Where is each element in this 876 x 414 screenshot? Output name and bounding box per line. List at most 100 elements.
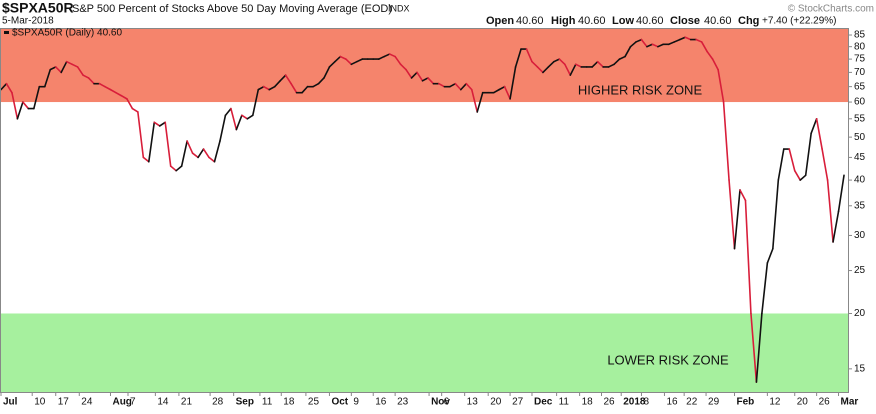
line-segment [323,66,331,79]
line-segment [175,165,183,172]
line-segment [804,132,812,177]
line-segment [695,38,703,43]
line-segment [279,74,287,82]
description: S&P 500 Percent of Stocks Above 50 Day M… [72,3,392,15]
line-segment [651,43,659,48]
y-tick-label: 80 [854,41,866,52]
x-tick-label: 20 [490,397,502,408]
x-tick-label: 28 [212,397,224,408]
line-segment [470,88,479,113]
line-segment [498,85,506,91]
line-segment [186,140,194,154]
zone-label: HIGHER RISK ZONE [578,82,703,97]
line-segment [733,189,741,250]
line-segment [706,50,714,60]
line-segment [739,189,747,202]
line-segment [284,74,292,85]
close: 40.60 [704,15,732,27]
line-segment [810,117,818,135]
line-segment [553,58,561,63]
risk-zone [1,313,848,392]
line-segment [657,43,665,48]
line-segment [5,82,13,94]
line-segment [82,74,90,79]
line-segment [76,66,84,76]
line-segment [273,80,281,88]
line-segment [60,60,68,74]
x-tick-label: Feb [737,397,755,408]
x-tick-label: 21 [181,397,193,408]
y-tick-label: 55 [854,113,866,124]
line-segment [137,111,145,159]
line-segment [640,38,648,48]
line-segment [115,91,123,97]
line-segment [547,60,555,68]
line-segment [542,66,550,74]
line-segment [16,101,24,120]
y-tick-label: 75 [854,54,866,65]
line-segment [126,98,134,110]
line-segment [558,58,566,66]
line-segment [230,107,238,131]
x-tick-label: Aug [112,397,131,408]
line-segment [235,114,243,131]
line-segment [147,121,156,163]
x-tick-label: 26 [819,397,831,408]
line-segment [394,55,402,66]
line-segment [180,140,188,167]
line-segment [476,91,484,113]
chg-label: Chg [738,15,759,27]
y-tick-label: 35 [854,200,866,211]
line-segment [241,114,249,120]
x-tick-label: 29 [708,397,720,408]
line-segment [399,63,407,71]
line-segment [339,55,347,60]
line-segment [142,156,150,163]
line-segment [33,85,41,110]
line-segment [536,66,544,74]
line-segment [503,85,511,100]
line-segment [711,58,719,71]
line-segment [71,63,79,68]
line-segment [750,312,758,383]
line-segment [591,60,599,68]
line-segment [202,148,210,159]
line-segment [668,41,676,46]
line-segment [153,121,161,127]
x-tick-label: 12 [769,397,781,408]
zone-label: LOWER RISK ZONE [607,352,729,367]
plot-frame [0,28,849,393]
line-segment [635,38,643,43]
x-tick-label: 6 [444,397,450,408]
low-label: Low [612,15,634,27]
line-segment [345,58,353,66]
line-segment [252,88,260,117]
line-segment [22,101,30,110]
y-tick-label: 40 [854,175,866,186]
line-segment [43,68,52,88]
line-segment [465,82,473,91]
x-tick-label: 2018 [623,397,646,408]
line-segment [377,55,385,60]
line-segment [569,63,577,76]
line-segment [629,41,637,48]
line-segment [224,107,232,117]
line-segment [169,165,177,172]
x-tick-label: Jul [3,397,18,408]
line-segment [416,71,424,82]
x-tick-label: 8 [643,397,649,408]
y-tick-label: 60 [854,97,866,108]
line-segment [826,179,834,243]
line-segment [104,85,112,91]
line-segment [301,85,309,94]
line-segment [312,82,320,88]
x-tick-label: 14 [157,397,169,408]
line-segment [427,77,435,85]
line-segment [525,48,533,63]
line-segment [334,55,342,63]
line-segment [317,77,325,85]
line-segment [607,63,615,68]
y-tick-label: 70 [854,67,866,78]
y-tick-label: 15 [854,363,866,374]
